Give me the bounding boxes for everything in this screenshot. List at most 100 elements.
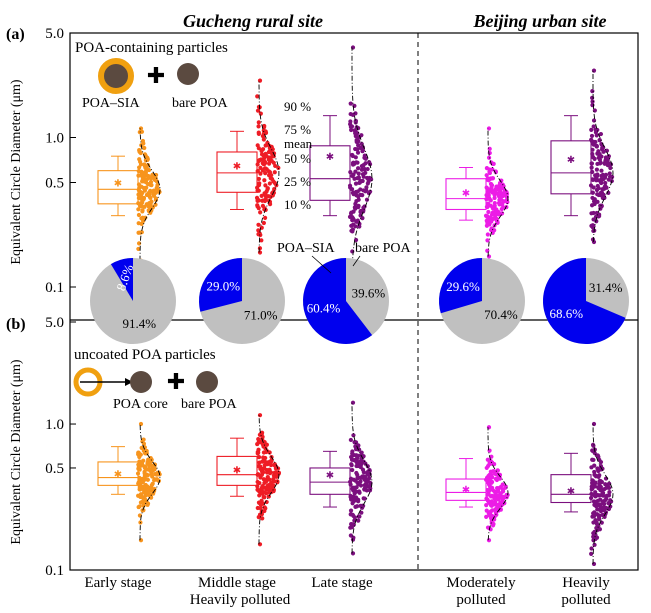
- scatter-point: [355, 504, 360, 509]
- scatter-point: [349, 124, 355, 129]
- scatter-point: [255, 185, 260, 190]
- x-label-middle-1: Middle stage: [198, 575, 276, 591]
- scatter-point: [589, 551, 594, 556]
- scatter-point: [271, 487, 276, 492]
- scatter-point: [593, 532, 598, 537]
- box-legend-p75: 75 %: [284, 122, 311, 137]
- scatter-point: [262, 466, 267, 471]
- scatter-point: [491, 469, 496, 474]
- scatter-point: [353, 495, 359, 500]
- scatter-point: [484, 173, 489, 178]
- scatter-point: [349, 463, 354, 468]
- scatter-point: [152, 177, 157, 182]
- scatter-point: [261, 494, 266, 500]
- scatter-point: [348, 170, 353, 175]
- pie-label-poa-sia: 29.6%: [446, 279, 480, 294]
- scatter-point: [136, 241, 142, 246]
- scatter-point: [485, 487, 490, 493]
- x-label-heavy-1: Heavily: [562, 575, 610, 591]
- scatter-point-max: [138, 126, 144, 131]
- scatter-point: [487, 167, 492, 172]
- scatter-point: [353, 169, 358, 174]
- scatter-point: [356, 518, 361, 523]
- scatter-point: [256, 120, 261, 125]
- scatter-point: [261, 198, 266, 203]
- scatter-point: [356, 203, 361, 209]
- scatter-point: [592, 197, 597, 202]
- scatter-point: [350, 512, 355, 518]
- scatter-point: [256, 463, 261, 469]
- box-mean-marker: ✱: [567, 487, 575, 498]
- scatter-point: [150, 474, 155, 479]
- scatter-point-min: [257, 542, 263, 547]
- scatter-point: [261, 137, 266, 142]
- scatter-point: [494, 512, 499, 517]
- scatter-point: [357, 180, 362, 186]
- scatter-point: [349, 127, 354, 133]
- scatter-point: [485, 214, 490, 220]
- scatter-point: [591, 118, 597, 123]
- scatter-point: [356, 194, 361, 199]
- scatter-point-max: [350, 400, 356, 405]
- scatter-point: [589, 133, 595, 139]
- scatter-point: [350, 162, 356, 167]
- scatter-point: [149, 487, 155, 493]
- scatter-point: [143, 483, 148, 488]
- legend-b-title: uncoated POA particles: [74, 347, 216, 363]
- scatter-point: [589, 161, 595, 166]
- scatter-point: [271, 473, 276, 478]
- pie-label-poa-sia: 68.6%: [549, 306, 583, 321]
- scatter-point: [355, 166, 361, 171]
- scatter-point: [484, 508, 489, 513]
- x-label-late: Late stage: [311, 575, 373, 591]
- scatter-point: [258, 210, 263, 215]
- scatter-point: [589, 484, 594, 489]
- scatter-point: [592, 502, 597, 507]
- box-mean-marker: ✱: [462, 188, 470, 199]
- scatter-point-max: [257, 413, 263, 418]
- scatter-point: [495, 191, 500, 196]
- scatter-point: [144, 192, 150, 198]
- scatter-point: [354, 470, 359, 476]
- scatter-point: [267, 482, 272, 487]
- y-axis-label-b: Equivalent Circle Diameter (μm): [9, 359, 24, 544]
- scatter-point: [260, 483, 265, 489]
- plus-icon-b: ✚: [167, 369, 185, 394]
- scatter-point: [264, 460, 269, 466]
- fit-curve: [592, 423, 614, 565]
- scatter-point: [490, 206, 495, 211]
- legend-a-item1: POA–SIA: [82, 96, 140, 111]
- scatter-point: [267, 170, 273, 175]
- box-mean-marker: ✱: [233, 161, 241, 172]
- pie-poa-sia-slice: [199, 258, 242, 312]
- scatter-point-max: [486, 126, 492, 131]
- scatter-point: [485, 492, 490, 497]
- scatter-point: [353, 489, 359, 494]
- pie-poa-sia-slice: [543, 258, 626, 345]
- scatter-point-min: [257, 250, 263, 255]
- scatter-point: [351, 190, 356, 195]
- scatter-point: [136, 452, 141, 457]
- scatter-point: [607, 490, 612, 495]
- scatter-point: [264, 442, 269, 447]
- scatter-point: [488, 509, 493, 514]
- scatter-point: [484, 193, 489, 198]
- scatter-point: [355, 150, 361, 155]
- scatter-point: [356, 482, 361, 487]
- scatter-point: [593, 139, 598, 145]
- scatter-point: [142, 162, 147, 167]
- scatter-point: [593, 480, 598, 485]
- scatter-point: [276, 165, 281, 170]
- scatter-point: [589, 223, 594, 229]
- scatter-point: [353, 201, 358, 206]
- scatter-point: [151, 192, 156, 197]
- pie-poa-sia-slice: [303, 258, 373, 345]
- scatter-point: [600, 512, 605, 518]
- scatter-point: [589, 137, 594, 142]
- x-label-middle-2: Heavily polluted: [190, 592, 291, 608]
- scatter-point: [589, 203, 595, 208]
- scatter-point: [494, 207, 499, 212]
- scatter-point: [148, 195, 153, 200]
- scatter-point: [484, 503, 489, 508]
